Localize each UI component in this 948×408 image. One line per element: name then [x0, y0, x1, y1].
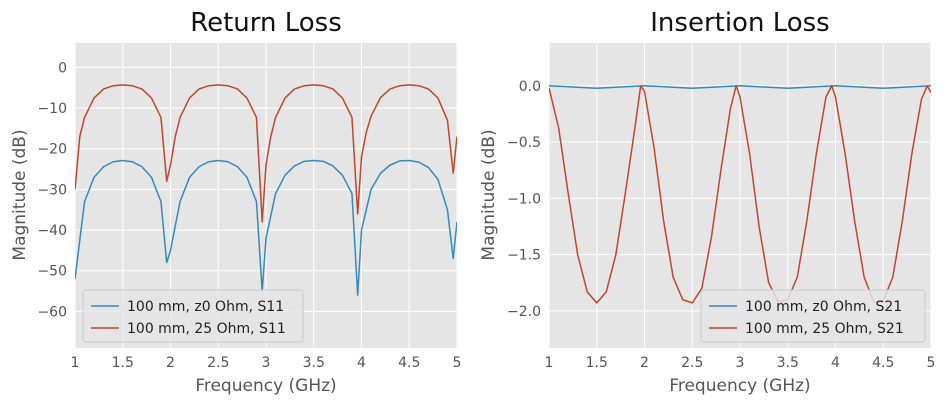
y-tick-label: −2.0 [507, 304, 541, 320]
legend-label: 100 mm, z0 Ohm, S21 [745, 299, 902, 315]
y-axis-label: Magnitude (dB) [479, 129, 499, 260]
x-tick-label: 3.5 [777, 355, 799, 371]
legend: 100 mm, z0 Ohm, S11 100 mm, 25 Ohm, S11 [82, 289, 304, 343]
series-lines [75, 84, 457, 296]
chart-title: Insertion Loss [650, 8, 829, 38]
y-tick-label: −40 [37, 223, 67, 239]
y-tick-label: −10 [37, 101, 67, 117]
y-tick-label: −60 [37, 304, 67, 320]
x-tick-label: 1.5 [112, 355, 134, 371]
x-tick-label: 3 [262, 355, 271, 371]
y-tick-label: −0.5 [507, 135, 541, 151]
y-tick-label: −50 [37, 264, 67, 280]
insertion-loss-panel: 1 1.5 2 2.5 3 3.5 4 4.5 5 0.0 −0.5 −1.0 −1.5 −2.0 In… [479, 8, 935, 396]
series-line-1 [75, 159, 457, 296]
x-tick-label: 5 [453, 355, 462, 371]
x-tick-label: 4.5 [872, 355, 894, 371]
x-tick-label: 2 [640, 355, 649, 371]
y-tick-label: 0.0 [519, 79, 541, 95]
x-tick-label: 1 [71, 355, 80, 371]
x-tick-label: 3.5 [303, 355, 325, 371]
chart-title: Return Loss [190, 8, 342, 38]
y-tick-labels: 0 −10 −20 −30 −40 −50 −60 [37, 60, 67, 320]
x-tick-label: 5 [927, 355, 936, 371]
y-tick-label: −30 [37, 182, 67, 198]
x-tick-label: 2.5 [207, 355, 229, 371]
x-axis-label: Frequency (GHz) [195, 376, 336, 396]
x-tick-labels: 1 1.5 2 2.5 3 3.5 4 4.5 5 [71, 355, 462, 371]
x-tick-label: 4 [831, 355, 840, 371]
legend-box [700, 289, 926, 343]
y-tick-label: −20 [37, 142, 67, 158]
grid [74, 43, 458, 348]
grid [548, 43, 932, 348]
legend-label: 100 mm, z0 Ohm, S11 [127, 299, 284, 315]
x-tick-label: 1.5 [586, 355, 608, 371]
x-axis-label: Frequency (GHz) [669, 376, 810, 396]
x-tick-label: 2.5 [681, 355, 703, 371]
x-tick-label: 4 [357, 355, 366, 371]
y-tick-label: −1.0 [507, 191, 541, 207]
legend-box [82, 289, 304, 343]
x-tick-label: 3 [736, 355, 745, 371]
series-line-2 [75, 84, 457, 223]
x-tick-label: 2 [166, 355, 175, 371]
return-loss-panel: 1 1.5 2 2.5 3 3.5 4 4.5 5 0 −10 −20 −30 −40 −50 −60 Re… [10, 8, 461, 396]
x-tick-label: 1 [545, 355, 554, 371]
legend-label: 100 mm, 25 Ohm, S21 [745, 321, 904, 337]
x-tick-labels: 1 1.5 2 2.5 3 3.5 4 4.5 5 [545, 355, 936, 371]
legend: 100 mm, z0 Ohm, S21 100 mm, 25 Ohm, S21 [700, 289, 926, 343]
y-tick-labels: 0.0 −0.5 −1.0 −1.5 −2.0 [507, 79, 541, 320]
y-tick-label: 0 [58, 60, 67, 76]
legend-label: 100 mm, 25 Ohm, S11 [127, 321, 286, 337]
y-axis-label: Magnitude (dB) [10, 129, 30, 260]
series-line-1 [549, 85, 931, 89]
y-tick-label: −1.5 [507, 248, 541, 264]
x-tick-label: 4.5 [398, 355, 420, 371]
